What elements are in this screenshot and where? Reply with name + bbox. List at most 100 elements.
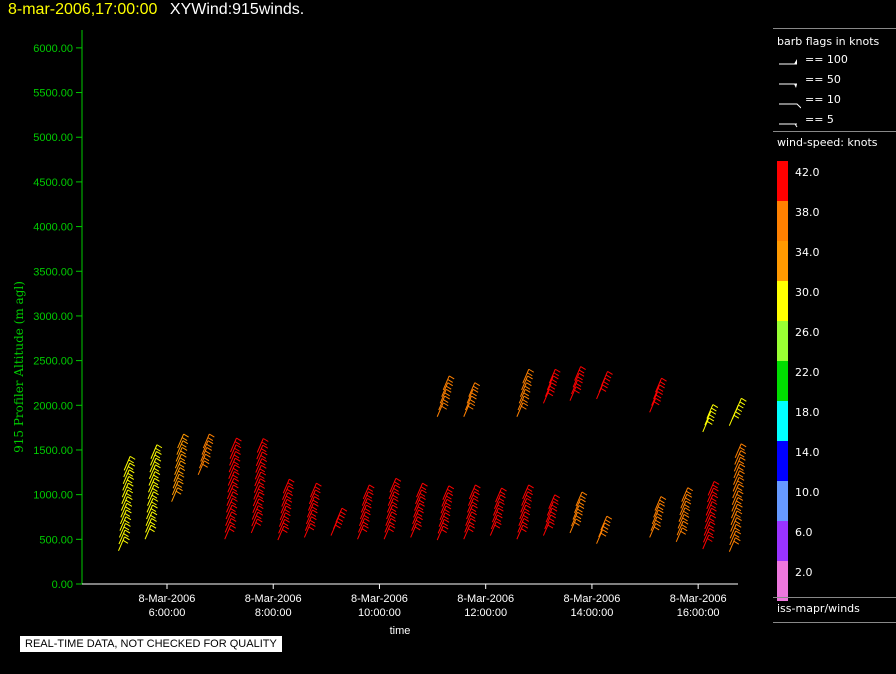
wind-barb-flag	[575, 515, 582, 520]
wind-barb-flag	[203, 460, 210, 465]
wind-barb-flag	[734, 534, 740, 538]
wind-barb-flag	[607, 371, 613, 375]
wind-barb-flag	[126, 509, 132, 514]
wind-barb-flag	[152, 488, 158, 492]
wind-barb-flag	[156, 451, 162, 455]
wind-barb-flag	[686, 493, 693, 498]
wind-barb-staff	[150, 444, 158, 459]
wind-barb-flag	[498, 497, 505, 502]
wind-barb-flag	[289, 478, 295, 483]
wind-barb-flag	[364, 508, 371, 512]
wind-barb-flag	[231, 488, 238, 492]
wind-barb-flag	[501, 487, 507, 492]
wind-barb-staff	[177, 433, 185, 449]
wind-barb-staff	[413, 503, 421, 518]
x-tick-label-time: 8:00:00	[255, 607, 292, 619]
wind-barb-staff	[653, 503, 661, 518]
speed-swatch	[777, 161, 788, 201]
wind-barb-flag	[178, 480, 184, 485]
wind-barb-flag	[656, 513, 663, 517]
wind-barb-staff	[148, 478, 155, 493]
wind-barb-staff	[357, 524, 364, 540]
wind-barb-flag	[470, 518, 476, 522]
wind-barb-flag	[710, 410, 717, 415]
wind-barb-staff	[358, 518, 365, 533]
wind-barb-flag	[415, 519, 422, 524]
wind-barb-flag	[262, 444, 269, 449]
wind-barb-flag	[738, 483, 744, 488]
wind-barb-staff	[146, 498, 154, 513]
wind-barb-flag	[738, 476, 745, 481]
wind-barb-staff	[122, 469, 130, 484]
wind-barb-flag	[575, 386, 582, 391]
wind-barb-flag	[653, 401, 660, 406]
wind-barb-staff	[733, 457, 741, 472]
wind-barb-flag	[367, 488, 374, 492]
wind-barb-staff	[250, 518, 258, 534]
wind-barb-flag	[467, 528, 474, 533]
barb-legend-10: == 10	[777, 93, 887, 111]
wind-barb-flag	[287, 482, 294, 487]
wind-barb-staff	[411, 516, 419, 531]
wind-barb-staff	[732, 477, 740, 492]
wind-barb-flag	[655, 397, 661, 402]
wind-barb-flag	[286, 488, 293, 493]
wind-barb-staff	[468, 484, 476, 500]
wind-barb-flag	[207, 437, 214, 441]
wind-barb-flag	[551, 507, 558, 512]
wind-barb-staff	[278, 512, 286, 527]
wind-barb-staff	[542, 521, 550, 536]
wind-barb-staff	[251, 505, 259, 520]
wind-barb-staff	[572, 373, 580, 388]
wind-barb-staff	[228, 457, 236, 473]
wind-barb-flag	[682, 520, 689, 525]
wind-barb-flag	[473, 497, 479, 502]
wind-barb-flag	[282, 529, 288, 533]
wind-barb-flag	[469, 514, 476, 519]
wind-barb-flag	[735, 530, 742, 535]
y-tick-label: 4500.00	[33, 177, 73, 189]
wind-barb-staff	[467, 491, 475, 506]
wind-barb-flag	[712, 404, 719, 408]
wind-barb-flag	[739, 446, 745, 451]
y-tick-label: 1000.00	[33, 490, 73, 502]
wind-barb-flag	[309, 519, 316, 524]
wind-barb-flag	[471, 392, 477, 397]
wind-barb-flag	[711, 407, 717, 412]
wind-barb-flag	[552, 497, 559, 502]
wind-barb-flag	[419, 502, 425, 507]
barb-10-icon	[779, 103, 801, 109]
wind-barb-flag	[578, 369, 585, 374]
wind-barb-flag	[233, 461, 239, 466]
wind-barb-flag	[260, 454, 267, 459]
wind-barb-flag	[497, 504, 504, 509]
wind-barb-flag	[336, 521, 343, 526]
barb-legend-title: barb flags in knots	[777, 35, 880, 48]
wind-barb-flag	[657, 506, 664, 511]
wind-barb-staff	[596, 529, 604, 544]
wind-barb-flag	[527, 491, 533, 496]
wind-barb-staff	[197, 460, 205, 476]
barb-legend-5: == 5	[777, 113, 887, 131]
wind-barb-flag	[577, 511, 583, 516]
wind-barb-staff	[224, 524, 232, 540]
x-tick-label-date: 8-Mar-2006	[351, 593, 408, 605]
wind-barb-staff	[385, 511, 393, 526]
wind-barb-staff	[518, 389, 526, 404]
wind-barb-flag	[575, 383, 582, 387]
wind-barb-flag	[128, 469, 135, 474]
wind-barb-staff	[703, 521, 711, 536]
wind-barb-flag	[500, 494, 506, 499]
wind-barb-flag	[602, 529, 608, 534]
wind-barb-flag	[444, 512, 451, 517]
wind-barb-flag	[154, 454, 161, 459]
wind-barb-flag	[684, 507, 691, 512]
wind-barb-flag	[653, 526, 660, 531]
wind-barb-flag	[203, 457, 210, 462]
wind-barb-flag	[124, 519, 130, 524]
wind-barb-staff	[729, 530, 737, 546]
wind-barb-flag	[256, 515, 262, 520]
wind-barb-flag	[361, 528, 368, 533]
wind-barb-flag	[655, 519, 661, 524]
wind-barb-flag	[683, 510, 689, 515]
